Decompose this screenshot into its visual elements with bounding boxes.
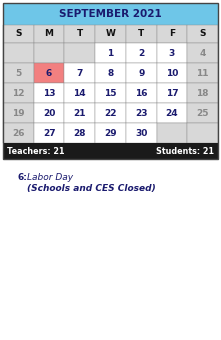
Text: 26: 26 <box>12 129 25 137</box>
Bar <box>3 63 34 83</box>
Text: 20: 20 <box>43 108 55 118</box>
Text: 27: 27 <box>43 129 55 137</box>
Bar <box>3 3 218 159</box>
Text: Labor Day: Labor Day <box>27 173 73 182</box>
Bar <box>34 103 65 123</box>
Bar <box>34 123 65 143</box>
Bar <box>156 123 187 143</box>
Text: 28: 28 <box>74 129 86 137</box>
Text: W: W <box>106 30 115 38</box>
Bar <box>156 103 187 123</box>
Text: 14: 14 <box>73 88 86 98</box>
Text: Teachers: 21: Teachers: 21 <box>7 147 65 155</box>
Text: 24: 24 <box>166 108 178 118</box>
Text: 29: 29 <box>104 129 117 137</box>
Bar <box>3 123 34 143</box>
Text: 5: 5 <box>15 68 21 78</box>
Text: 1: 1 <box>107 49 114 57</box>
Text: 4: 4 <box>200 49 206 57</box>
Bar <box>187 83 218 103</box>
Text: 18: 18 <box>196 88 209 98</box>
Bar <box>187 103 218 123</box>
Text: 30: 30 <box>135 129 147 137</box>
Bar <box>95 63 126 83</box>
Text: 19: 19 <box>12 108 25 118</box>
Bar <box>65 123 95 143</box>
Bar <box>156 43 187 63</box>
Text: Students: 21: Students: 21 <box>156 147 214 155</box>
Text: 16: 16 <box>135 88 147 98</box>
Bar <box>34 63 65 83</box>
Bar <box>156 25 187 43</box>
Text: 12: 12 <box>12 88 25 98</box>
Text: SEPTEMBER 2021: SEPTEMBER 2021 <box>59 9 162 19</box>
Text: 6:: 6: <box>17 173 27 182</box>
Text: 22: 22 <box>104 108 117 118</box>
Bar <box>34 43 65 63</box>
Bar <box>126 43 156 63</box>
Bar <box>65 43 95 63</box>
Text: 6: 6 <box>46 68 52 78</box>
Text: 9: 9 <box>138 68 144 78</box>
Text: 3: 3 <box>169 49 175 57</box>
Text: S: S <box>199 30 206 38</box>
Bar <box>34 25 65 43</box>
Text: F: F <box>169 30 175 38</box>
Text: S: S <box>15 30 22 38</box>
Bar <box>126 25 156 43</box>
Bar <box>3 43 34 63</box>
Text: 25: 25 <box>196 108 209 118</box>
Bar <box>126 123 156 143</box>
Bar <box>3 3 218 25</box>
Text: 8: 8 <box>107 68 114 78</box>
Text: 11: 11 <box>196 68 209 78</box>
Text: 7: 7 <box>77 68 83 78</box>
Bar <box>34 83 65 103</box>
Bar <box>95 103 126 123</box>
Bar <box>3 83 34 103</box>
Bar <box>187 25 218 43</box>
Bar <box>95 25 126 43</box>
Bar <box>187 63 218 83</box>
Text: T: T <box>138 30 144 38</box>
Text: 13: 13 <box>43 88 55 98</box>
Bar <box>156 83 187 103</box>
Bar <box>95 123 126 143</box>
Bar <box>3 143 218 159</box>
Bar <box>187 123 218 143</box>
Bar <box>65 83 95 103</box>
Bar <box>187 43 218 63</box>
Bar <box>95 83 126 103</box>
Text: 21: 21 <box>74 108 86 118</box>
Text: 10: 10 <box>166 68 178 78</box>
Text: (Schools and CES Closed): (Schools and CES Closed) <box>27 184 156 193</box>
Bar <box>3 103 34 123</box>
Text: T: T <box>77 30 83 38</box>
Bar <box>65 103 95 123</box>
Bar <box>126 83 156 103</box>
Text: 23: 23 <box>135 108 147 118</box>
Text: 2: 2 <box>138 49 144 57</box>
Bar <box>95 43 126 63</box>
Bar <box>65 25 95 43</box>
Bar <box>126 103 156 123</box>
Text: 17: 17 <box>166 88 178 98</box>
Bar <box>3 25 34 43</box>
Bar <box>156 63 187 83</box>
Bar <box>65 63 95 83</box>
Bar <box>126 63 156 83</box>
Text: 15: 15 <box>104 88 117 98</box>
Text: M: M <box>45 30 53 38</box>
